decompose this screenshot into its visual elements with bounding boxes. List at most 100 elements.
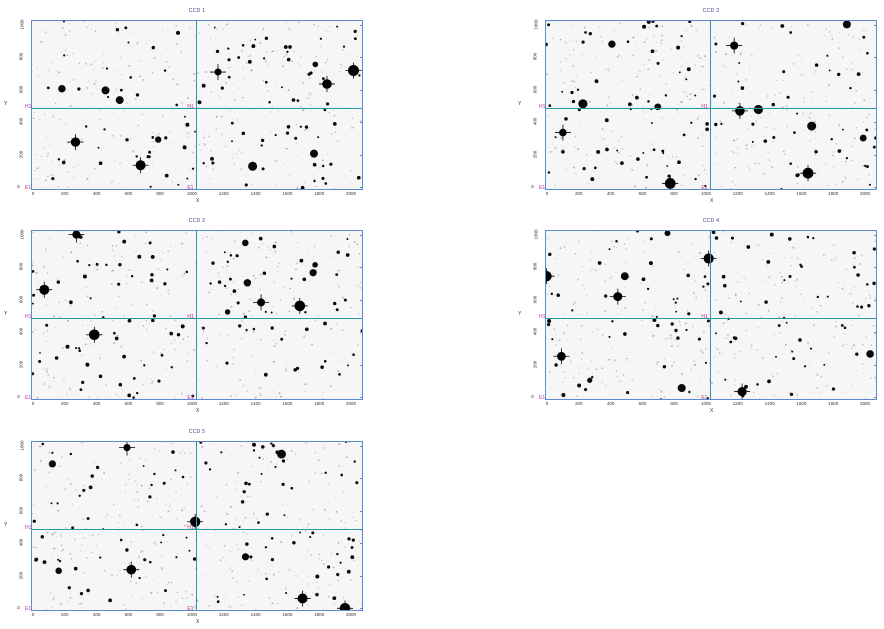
star xyxy=(199,442,203,444)
star xyxy=(32,293,36,297)
faint-star xyxy=(703,169,706,171)
star xyxy=(223,251,226,254)
star xyxy=(309,149,319,158)
star xyxy=(236,301,240,305)
faint-star xyxy=(57,398,60,399)
star xyxy=(184,115,186,118)
faint-star xyxy=(88,183,90,185)
star xyxy=(729,340,733,344)
faint-star xyxy=(613,146,615,149)
faint-star xyxy=(846,343,848,345)
faint-star xyxy=(296,607,299,610)
faint-star xyxy=(66,393,68,395)
faint-star xyxy=(361,460,362,462)
panel-title: CCD 4 xyxy=(702,218,720,224)
faint-star xyxy=(785,343,787,346)
star xyxy=(162,533,165,537)
faint-star xyxy=(867,159,870,161)
faint-star xyxy=(717,371,719,373)
faint-star xyxy=(766,265,768,267)
faint-star xyxy=(285,369,288,372)
faint-star xyxy=(308,77,311,80)
faint-star xyxy=(222,482,224,484)
faint-star xyxy=(222,266,225,269)
ccd-image[interactable] xyxy=(545,230,877,400)
faint-star xyxy=(101,310,104,313)
faint-star xyxy=(598,26,601,28)
faint-star xyxy=(784,344,787,347)
star xyxy=(137,254,142,259)
ccd-image[interactable] xyxy=(545,20,877,190)
faint-star xyxy=(353,86,355,88)
star xyxy=(299,125,303,128)
ccd-image[interactable] xyxy=(31,441,363,611)
faint-star xyxy=(602,49,604,51)
faint-star xyxy=(269,538,271,541)
faint-star xyxy=(321,593,322,595)
faint-star xyxy=(218,188,220,189)
faint-star xyxy=(85,286,88,289)
faint-star xyxy=(699,252,702,254)
faint-star xyxy=(642,113,644,115)
faint-star xyxy=(581,266,583,268)
faint-star xyxy=(356,34,359,37)
faint-star xyxy=(726,271,728,273)
bright-star xyxy=(294,590,311,607)
star xyxy=(252,449,256,452)
faint-star xyxy=(727,320,729,322)
faint-star xyxy=(259,273,262,276)
star xyxy=(215,49,220,54)
star xyxy=(227,47,230,50)
faint-star xyxy=(36,167,39,170)
faint-star xyxy=(851,159,853,162)
faint-star xyxy=(284,330,287,333)
ccd-image[interactable] xyxy=(31,230,363,400)
faint-star xyxy=(118,32,120,35)
ccd-image[interactable] xyxy=(31,20,363,190)
faint-star xyxy=(170,342,172,345)
faint-star xyxy=(322,534,325,537)
faint-star xyxy=(104,570,106,572)
star xyxy=(264,310,267,313)
faint-star xyxy=(778,137,780,139)
faint-star xyxy=(784,257,787,259)
faint-star xyxy=(125,593,127,595)
star xyxy=(841,128,844,131)
faint-star xyxy=(235,488,237,490)
star xyxy=(252,442,256,447)
star xyxy=(280,337,284,341)
faint-star xyxy=(317,315,319,317)
faint-star xyxy=(575,340,577,342)
star xyxy=(789,31,793,34)
faint-star xyxy=(704,88,706,91)
star xyxy=(646,287,650,291)
faint-star xyxy=(182,338,185,341)
star xyxy=(872,145,876,149)
star xyxy=(56,502,59,505)
faint-star xyxy=(272,339,274,342)
faint-star xyxy=(80,602,82,605)
faint-star xyxy=(846,109,848,111)
faint-star xyxy=(152,579,154,581)
star xyxy=(39,352,41,354)
faint-star xyxy=(285,147,288,150)
faint-star xyxy=(181,99,183,101)
y-tick-mark-right xyxy=(360,299,362,301)
star xyxy=(150,254,155,259)
faint-star xyxy=(814,153,816,156)
faint-star xyxy=(51,587,53,589)
faint-star xyxy=(274,186,276,188)
faint-star xyxy=(144,91,146,94)
faint-star xyxy=(824,96,826,98)
star xyxy=(201,83,206,88)
faint-star xyxy=(311,343,313,346)
faint-star xyxy=(130,541,133,543)
faint-star xyxy=(622,374,625,376)
faint-star xyxy=(781,281,784,284)
faint-star xyxy=(317,340,320,342)
star xyxy=(312,61,319,68)
star xyxy=(547,171,551,174)
y-tick-mark-right xyxy=(360,187,362,188)
faint-star xyxy=(299,56,302,58)
faint-star xyxy=(803,130,805,131)
